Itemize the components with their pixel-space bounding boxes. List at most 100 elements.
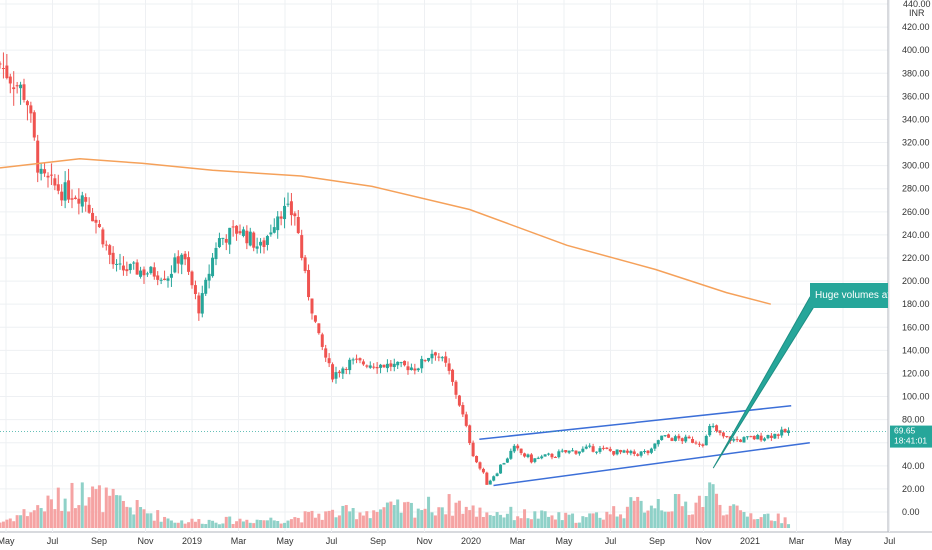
volume-bar (145, 513, 149, 528)
candle-body (773, 433, 777, 439)
candle-body (615, 449, 619, 455)
candle-body (399, 362, 403, 364)
candle-body (101, 229, 105, 245)
volume-bar (516, 516, 520, 528)
candle-body (73, 197, 77, 199)
candle-body (385, 363, 389, 369)
price-axis[interactable]: 0.0020.0040.0060.0080.00100.00120.00140.… (902, 0, 931, 517)
candle-body (464, 414, 468, 426)
volume-bar (228, 516, 232, 528)
volume-bar (756, 519, 760, 528)
volume-bar (32, 510, 36, 528)
candle-body (22, 84, 26, 100)
candle-body (475, 456, 479, 463)
candle-body (296, 217, 300, 234)
volume-bar (382, 507, 386, 528)
volume-bar (197, 519, 201, 528)
candle-body (787, 430, 791, 434)
y-tick-label: 80.00 (902, 415, 925, 425)
candle-body (649, 448, 653, 453)
candle-body (423, 360, 427, 362)
volume-bar (423, 508, 427, 528)
candle-body (355, 358, 359, 360)
volume-bar (437, 507, 441, 528)
volume-bar (327, 510, 331, 528)
volume-bar (461, 513, 465, 528)
candlestick-series (0, 52, 791, 485)
volume-bar (680, 506, 684, 528)
volume-bar (708, 482, 712, 528)
volume-bar (255, 519, 259, 528)
x-tick-label: Nov (416, 536, 433, 546)
candle-body (214, 247, 218, 260)
volume-bar (111, 488, 115, 528)
volume-bar (739, 510, 743, 528)
candle-body (680, 438, 684, 442)
candle-body (547, 453, 551, 455)
volume-bar (53, 509, 57, 528)
candle-body (416, 368, 420, 371)
volume-bar (409, 502, 413, 528)
volume-bar (80, 482, 84, 528)
volume-bar (375, 511, 379, 528)
volume-bar (553, 519, 557, 528)
annotation-callout[interactable]: Huge volumes at low p (712, 283, 916, 469)
volume-bar (464, 506, 468, 528)
volume-bar (207, 519, 211, 528)
candle-body (670, 438, 674, 441)
candle-body (639, 451, 643, 456)
candle-body (276, 216, 280, 231)
candle-body (636, 454, 640, 456)
volume-bar (396, 499, 400, 528)
candle-body (293, 213, 297, 217)
candle-body (67, 180, 71, 200)
candle-body (200, 293, 204, 314)
y-tick-label: 420.00 (902, 22, 930, 32)
candle-body (43, 169, 47, 174)
volume-bar (29, 512, 33, 528)
volume-bar (289, 519, 293, 528)
time-axis[interactable]: May Jul Sep Nov 2019 Mar May Jul Sep Nov 2020 Mar Ma… (0, 536, 895, 546)
volume-bar (718, 504, 722, 528)
volume-bars (0, 482, 791, 528)
volume-bar (190, 518, 194, 528)
candle-body (382, 364, 386, 368)
volume-bar (653, 508, 657, 528)
volume-bar (571, 513, 575, 528)
candle-body (783, 429, 787, 433)
volume-bar (73, 508, 77, 528)
volume-bar (217, 524, 221, 528)
candle-body (632, 451, 636, 454)
volume-bar (454, 502, 458, 528)
candle-body (87, 204, 91, 213)
volume-bar (550, 515, 554, 528)
candle-body (358, 358, 362, 361)
x-tick-label: 2019 (182, 536, 202, 546)
volume-bar (358, 512, 362, 528)
candle-body (221, 237, 225, 239)
volume-bar (670, 511, 674, 528)
chart-grid (0, 0, 932, 533)
volume-bar (94, 489, 98, 528)
volume-bar (307, 511, 311, 528)
candle-body (392, 363, 396, 368)
volume-bar (142, 509, 146, 528)
candle-body (125, 269, 129, 272)
candle-body (660, 435, 664, 441)
candle-body (625, 450, 629, 453)
candle-body (8, 76, 12, 84)
candle-body (46, 175, 50, 178)
x-tick-label: Mar (510, 536, 526, 546)
volume-bar (481, 516, 485, 528)
volume-bar (334, 517, 338, 528)
candle-body (694, 442, 698, 444)
volume-bar (43, 511, 47, 528)
volume-bar (759, 517, 763, 528)
volume-bar (259, 520, 263, 528)
candle-body (763, 438, 767, 441)
candle-body (396, 361, 400, 366)
volume-bar (735, 505, 739, 528)
candle-body (492, 476, 496, 481)
x-tick-label: 2021 (740, 536, 760, 546)
candle-body (430, 353, 434, 359)
